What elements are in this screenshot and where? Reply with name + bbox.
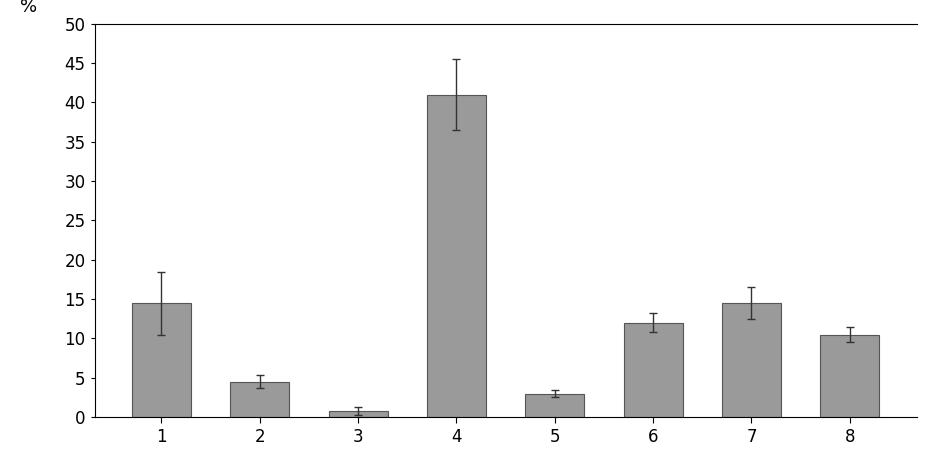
Bar — [623, 323, 682, 417]
Bar — [721, 303, 780, 417]
Bar — [525, 393, 583, 417]
Bar — [132, 303, 191, 417]
Bar — [427, 94, 485, 417]
Text: %: % — [20, 0, 37, 16]
Bar — [230, 382, 289, 417]
Bar — [819, 335, 878, 417]
Bar — [329, 411, 387, 417]
